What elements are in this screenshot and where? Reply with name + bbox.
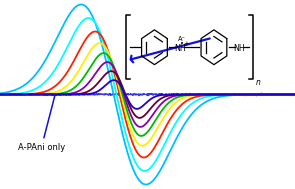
Text: A-PAni only: A-PAni only <box>18 94 65 152</box>
Text: •+: •+ <box>181 41 190 47</box>
Text: A⁻: A⁻ <box>178 36 186 42</box>
Text: NH: NH <box>233 44 245 53</box>
Text: n: n <box>256 77 261 87</box>
Text: NH: NH <box>174 44 186 53</box>
